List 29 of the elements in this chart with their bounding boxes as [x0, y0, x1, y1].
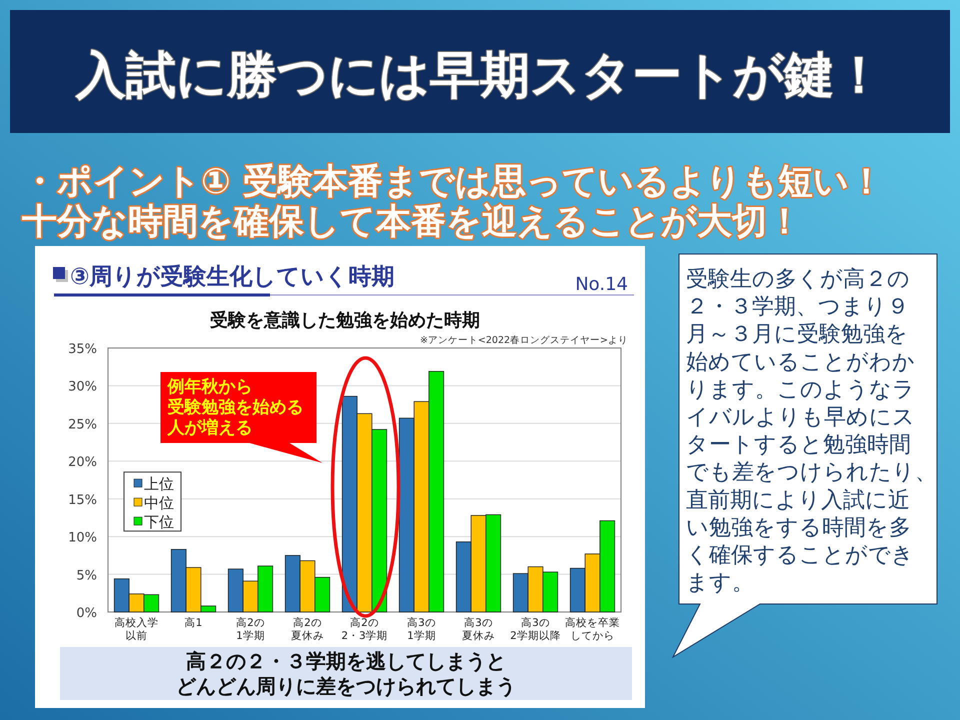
x-tick-label: 高2の1学期 [236, 616, 265, 642]
text: ③周りが受験生化していく時期 [70, 264, 394, 290]
y-tick-label: 30% [68, 380, 97, 395]
x-tick-label: 高3の夏休み [462, 616, 495, 642]
text: No.14 [575, 274, 628, 295]
legend-label: 下位 [144, 513, 174, 532]
x-tick-label: 高2の2・3学期 [341, 616, 388, 642]
annotation: 例年秋から受験勉強を始める人が増える [166, 377, 304, 438]
text: 高２の２・３学期を逃してしまうとどんどん周りに差をつけられてしまう [176, 649, 516, 698]
x-tick-label: 高3の2学期以降 [510, 616, 561, 642]
x-tick-label: 高1 [184, 616, 202, 629]
y-tick-label: 10% [68, 530, 97, 546]
x-tick-label: 高2の夏休み [291, 616, 324, 642]
legend-label: 上位 [144, 475, 174, 494]
legend-label: 中位 [144, 494, 174, 512]
text: ※アンケート<2022春ロングステイヤー>より [420, 335, 628, 346]
y-tick-label: 25% [68, 417, 97, 432]
x-tick-label: 高校入学以前 [114, 616, 158, 642]
text: 受験生の多くが高２の２・３学期、つまり９月～３月に受験勉強を始めていることがわかります。このようなライバルよりも早めにスタートすると勉強時間でも差をつけられたり、直前期により入試に近い勉強をする時間を多く確保することができます。 [686, 267, 937, 596]
chart-title: 受験を意識した勉強を始めた時期 [210, 310, 480, 331]
text: 入試に勝つには早期スタートが鍵！ [75, 46, 884, 104]
x-tick-label: 高3の1学期 [407, 616, 436, 642]
y-tick-label: 35% [68, 342, 97, 357]
text: ・ポイント① 受験本番までは思っているよりも短い！十分な時間を確保して本番を迎えることが大切！ [21, 162, 884, 242]
y-tick-label: 20% [68, 455, 97, 470]
y-tick-label: 5% [76, 568, 97, 584]
y-tick-label: 0% [76, 606, 97, 621]
y-tick-label: 15% [68, 492, 97, 508]
x-tick-label: 高校を卒業してから [565, 616, 620, 642]
